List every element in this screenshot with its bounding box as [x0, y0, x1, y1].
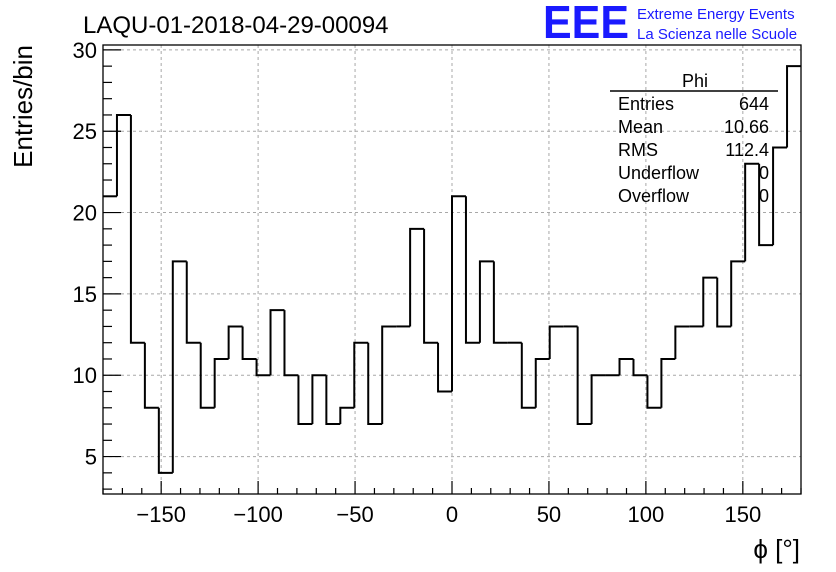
eee-logo-line1: Extreme Energy Events	[637, 6, 795, 23]
stats-value: 0	[759, 163, 769, 183]
y-tick-label: 10	[73, 363, 97, 388]
stats-label: Underflow	[618, 163, 700, 183]
x-tick-label: −50	[336, 502, 373, 527]
histogram-bin	[437, 342, 452, 393]
histogram-bin	[576, 326, 592, 426]
eee-logo-mark: EEE	[543, 0, 629, 48]
y-tick-label: 30	[73, 38, 97, 63]
histogram-bin	[367, 342, 383, 426]
histogram-bin	[744, 162, 760, 262]
tick-labels: −150 −100 −50 0 50 100 150 5 10 15 20 25 30	[73, 38, 762, 527]
x-tick-label: 100	[628, 502, 665, 527]
histogram-bin	[423, 228, 439, 344]
histogram-bin	[255, 358, 271, 377]
histogram-bin	[548, 325, 564, 359]
stats-label: Mean	[618, 117, 663, 137]
histogram-bin	[269, 309, 285, 376]
histogram-bin	[171, 260, 187, 473]
eee-logo-line2: La Scienza nelle Scuole	[637, 26, 797, 43]
x-tick-label: −150	[136, 502, 186, 527]
histogram-bin	[115, 113, 131, 197]
histogram-bin	[143, 342, 159, 409]
histogram-bin	[702, 276, 718, 327]
histogram	[103, 65, 801, 474]
histogram-bin	[129, 114, 145, 344]
stats-title: Phi	[682, 71, 708, 91]
histogram-bin	[632, 358, 648, 377]
histogram-bin	[185, 261, 201, 344]
y-tick-label: 15	[73, 282, 97, 307]
stats-value: 644	[739, 94, 769, 114]
histogram-bin	[674, 325, 690, 359]
histogram-bin	[241, 326, 257, 360]
histogram-bin	[464, 196, 480, 344]
chart-title: LAQU-01-2018-04-29-00094	[83, 12, 389, 39]
histogram-bin	[311, 374, 327, 425]
x-tick-label: 0	[446, 502, 458, 527]
histogram-bin	[478, 260, 494, 343]
histogram-bin	[283, 310, 299, 377]
histogram-bin	[786, 65, 801, 148]
x-tick-label: 50	[537, 502, 561, 527]
eee-logo: EEE Extreme Energy Events La Scienza nel…	[543, 0, 797, 48]
histogram-bin	[157, 407, 173, 474]
x-tick-label: 150	[724, 502, 761, 527]
histogram-bin	[534, 357, 550, 408]
histogram-bin	[381, 325, 397, 425]
histogram-bin	[353, 341, 369, 408]
histogram-bin	[758, 163, 774, 247]
histogram-bin	[325, 375, 341, 426]
x-axis-label: ϕ [°]	[753, 534, 800, 564]
histogram-bin	[772, 146, 788, 246]
histogram-bin	[339, 406, 355, 425]
y-tick-label: 5	[85, 445, 97, 470]
stats-label: Entries	[618, 94, 674, 114]
stats-label: Overflow	[618, 186, 690, 206]
histogram-bin	[451, 195, 466, 392]
histogram-bin	[590, 374, 606, 425]
histogram-bin	[646, 375, 662, 409]
stats-value: 112.4	[725, 140, 769, 160]
y-axis-label: Entries/bin	[8, 45, 38, 168]
histogram-bin	[492, 261, 508, 344]
stats-rows: Entries 644 Mean 10.66 RMS 112.4 Underflow 0 Ove…	[618, 94, 769, 206]
x-tick-label: −100	[233, 502, 283, 527]
stats-value: 0	[759, 186, 769, 206]
histogram-bin	[297, 375, 313, 426]
histogram-bin	[660, 357, 676, 408]
histogram-bin	[227, 325, 243, 359]
histogram-bin	[213, 357, 229, 408]
stats-label: RMS	[618, 140, 658, 160]
histogram-bin	[618, 357, 634, 376]
y-tick-label: 20	[73, 201, 97, 226]
stats-box: Phi Entries 644 Mean 10.66 RMS 112.4 Underflow…	[610, 71, 778, 206]
histogram-bin	[199, 342, 215, 409]
histogram-bin	[716, 277, 732, 328]
histogram-bin	[409, 227, 425, 327]
stats-value: 10.66	[724, 117, 769, 137]
y-tick-label: 25	[73, 119, 97, 144]
histogram-bin	[730, 260, 746, 327]
histogram-bin	[520, 342, 536, 409]
axis-ticks	[102, 49, 802, 494]
